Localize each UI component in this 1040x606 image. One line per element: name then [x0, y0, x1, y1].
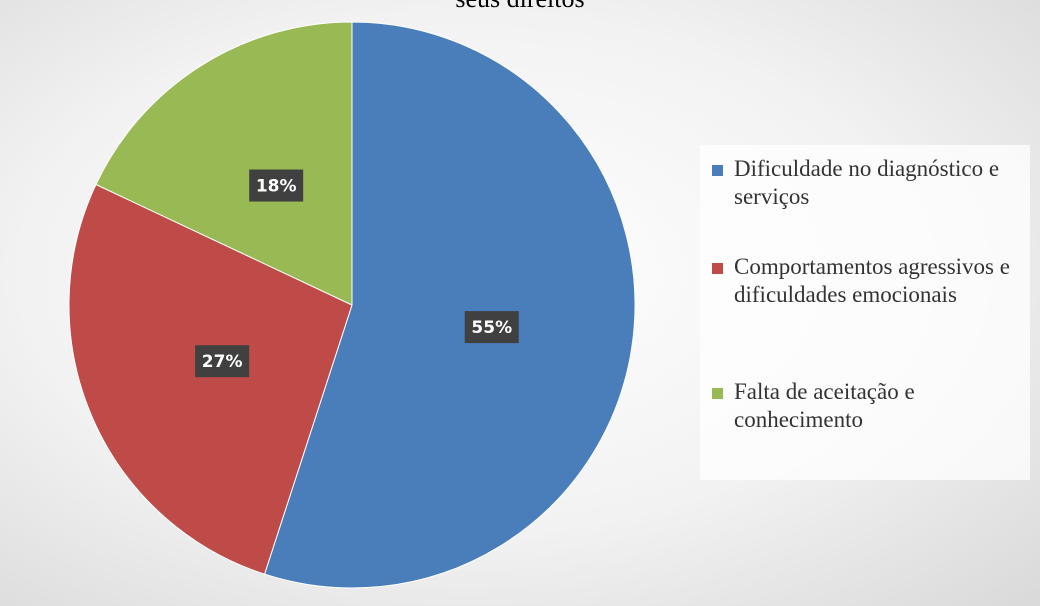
legend-label: Falta de aceitação e conhecimento [734, 379, 915, 432]
data-label: 27% [202, 352, 243, 372]
data-label-box [249, 169, 304, 202]
pie-slice [68, 183, 353, 575]
legend-swatch [712, 263, 723, 274]
legend-item: Comportamentos agressivos e dificuldades… [712, 253, 1040, 309]
legend-label: Comportamentos agressivos e dificuldades… [734, 254, 1010, 307]
pie-slice [95, 21, 353, 306]
legend-swatch [712, 388, 723, 399]
legend-label: Dificuldade no diagnóstico e serviços [734, 156, 1000, 209]
data-label: 18% [256, 177, 297, 197]
data-label: 55% [471, 318, 512, 338]
data-label-box [464, 311, 519, 344]
pie-slice [263, 21, 636, 589]
legend-swatch [712, 165, 723, 176]
legend: Dificuldade no diagnóstico e serviços Com… [700, 145, 1030, 480]
legend-item: Dificuldade no diagnóstico e serviços [712, 155, 1040, 211]
data-label-box [195, 345, 250, 378]
legend-item: Falta de aceitação e conhecimento [712, 378, 1040, 434]
chart-title: seus direitos [0, 0, 1040, 14]
